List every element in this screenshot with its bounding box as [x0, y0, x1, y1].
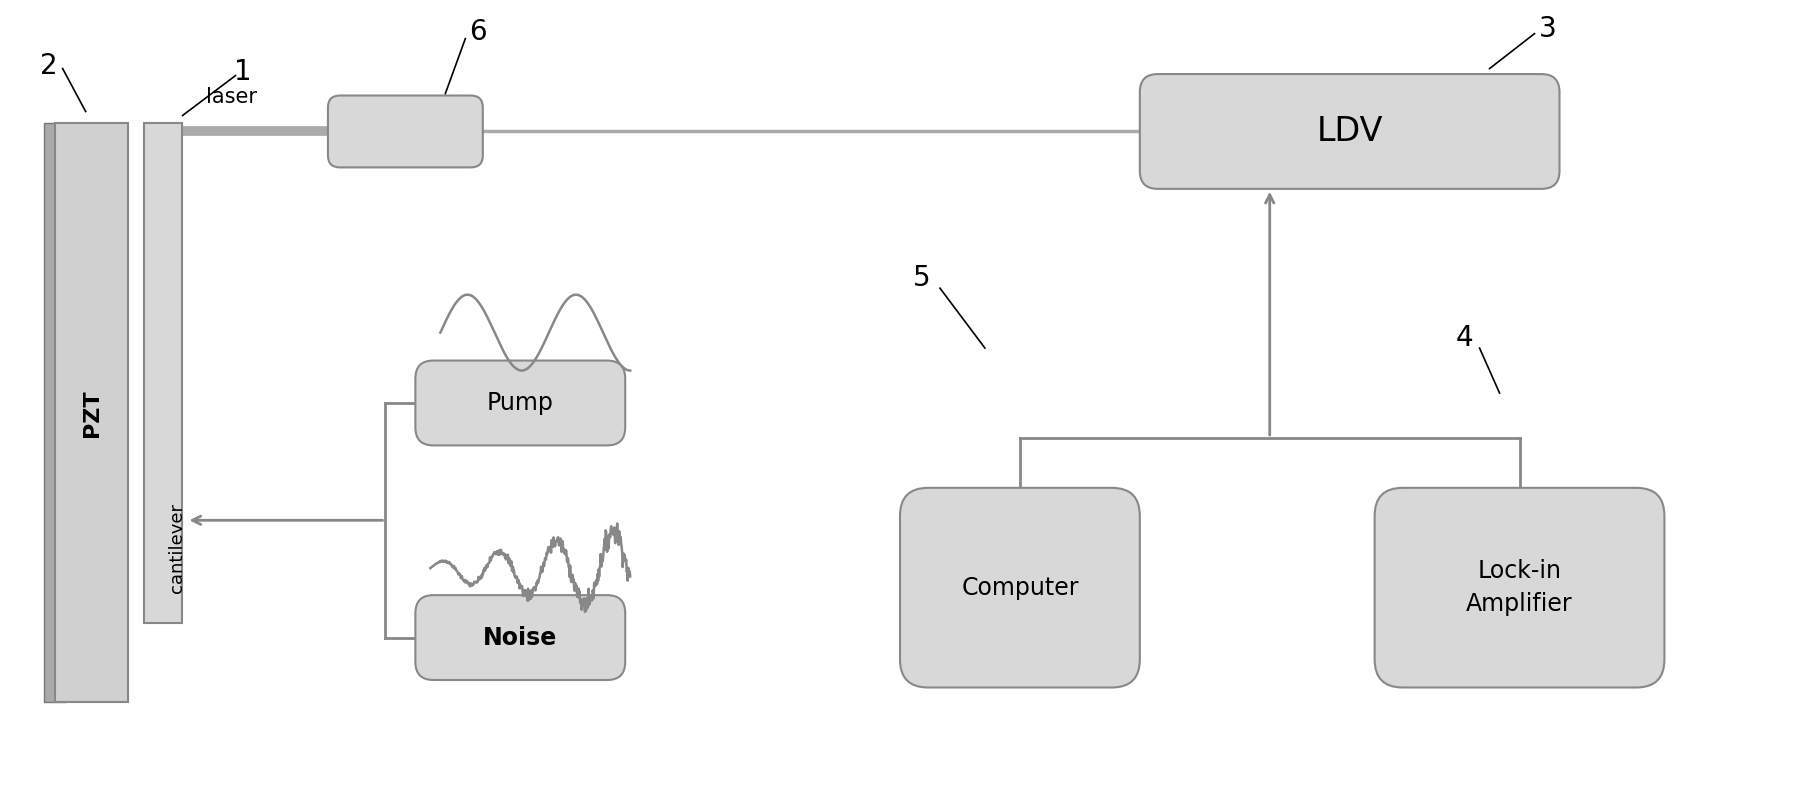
Text: 5: 5	[913, 264, 931, 292]
Text: Computer: Computer	[960, 576, 1079, 600]
Text: cantilever: cantilever	[167, 503, 186, 592]
Bar	[55, 124, 127, 703]
FancyBboxPatch shape	[1141, 74, 1559, 189]
Text: 6: 6	[469, 17, 487, 46]
Text: PZT: PZT	[82, 389, 102, 437]
FancyBboxPatch shape	[415, 361, 626, 446]
FancyBboxPatch shape	[900, 488, 1141, 688]
Bar	[144, 124, 182, 623]
Text: Noise: Noise	[484, 626, 557, 649]
Text: 3: 3	[1539, 14, 1557, 43]
FancyBboxPatch shape	[327, 95, 482, 167]
Text: LDV: LDV	[1317, 115, 1382, 148]
Text: 4: 4	[1455, 324, 1473, 352]
Text: 1: 1	[233, 58, 251, 86]
Bar	[44, 124, 65, 703]
Text: Lock-in
Amplifier: Lock-in Amplifier	[1466, 559, 1573, 616]
Text: laser: laser	[206, 86, 256, 106]
Text: 2: 2	[40, 52, 58, 79]
Text: Pump: Pump	[487, 391, 553, 415]
FancyBboxPatch shape	[415, 596, 626, 680]
FancyBboxPatch shape	[1375, 488, 1664, 688]
